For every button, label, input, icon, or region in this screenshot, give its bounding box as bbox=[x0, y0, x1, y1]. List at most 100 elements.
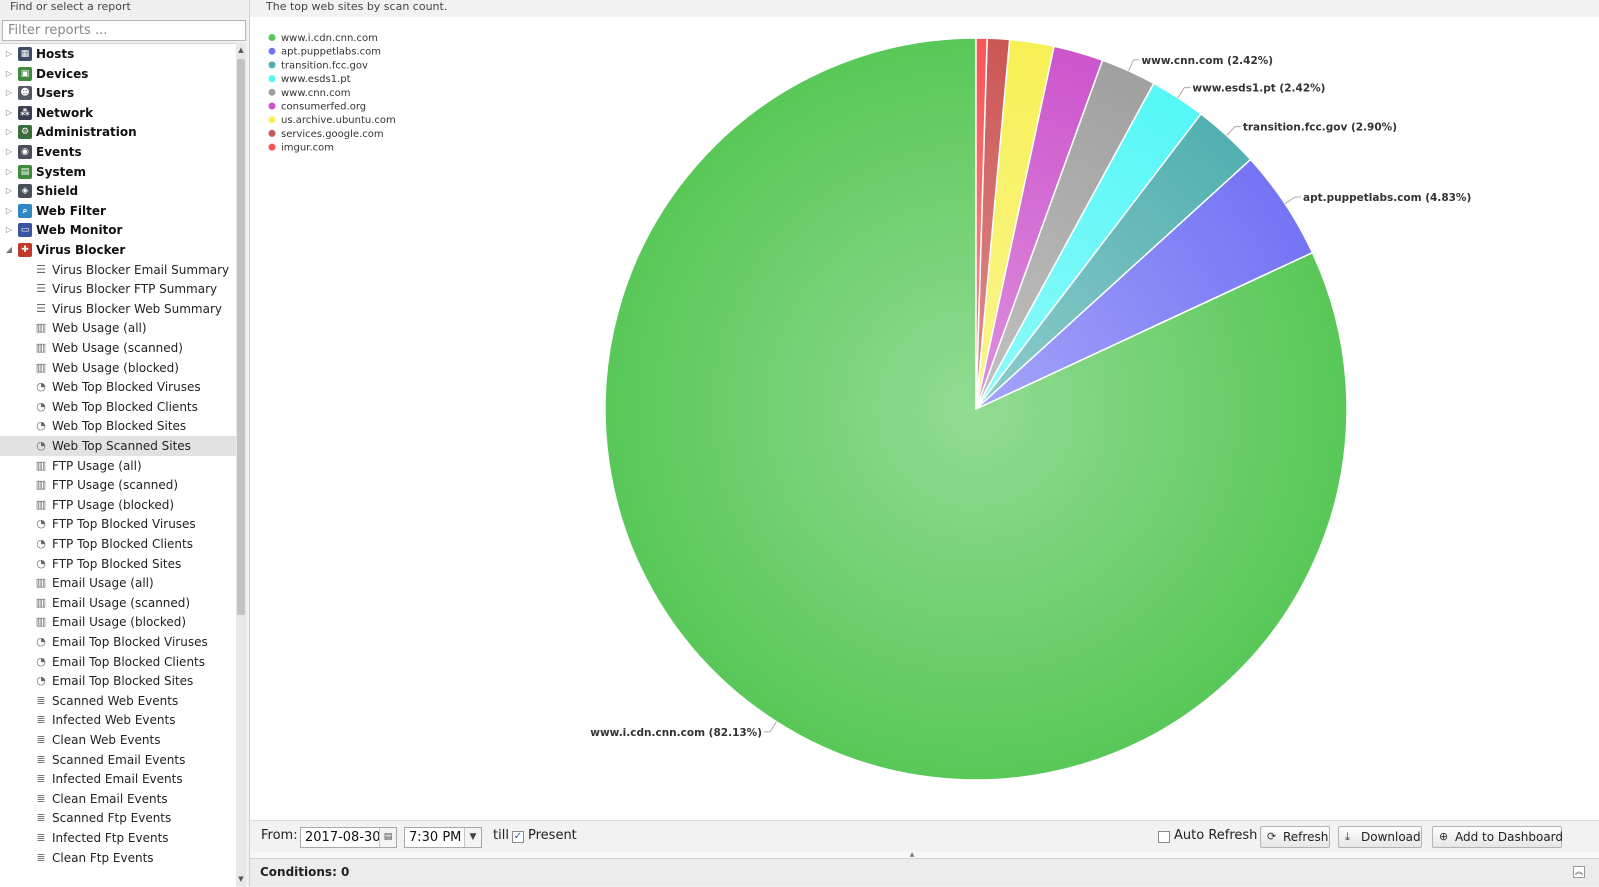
tree-report-item[interactable]: ☰ Virus Blocker Web Summary bbox=[0, 299, 236, 319]
tree-report-item[interactable]: ≣ Infected Web Events bbox=[0, 710, 236, 730]
collapsed-arrow-icon[interactable]: ▷ bbox=[5, 49, 13, 58]
pie-label-connector bbox=[1177, 87, 1191, 98]
legend-item-label[interactable]: www.i.cdn.cnn.com bbox=[281, 33, 378, 44]
tree-report-item[interactable]: ≣ Infected Ftp Events bbox=[0, 828, 236, 848]
tree-category-virus-blocker[interactable]: ◢ ✚ Virus Blocker bbox=[0, 240, 236, 260]
tree-scrollbar[interactable]: ▲ ▼ bbox=[236, 43, 246, 886]
tree-report-item[interactable]: ≣ Scanned Email Events bbox=[0, 750, 236, 770]
auto-refresh-checkbox[interactable] bbox=[1158, 831, 1170, 843]
tree-report-label: Infected Ftp Events bbox=[52, 831, 169, 845]
events-report-icon: ≣ bbox=[36, 850, 46, 864]
tree-report-item[interactable]: ◔ Web Top Blocked Viruses bbox=[0, 377, 236, 397]
tree-report-item[interactable]: ▥ Web Usage (scanned) bbox=[0, 338, 236, 358]
legend-item-label[interactable]: consumerfed.org bbox=[281, 102, 366, 113]
tree-category-label: Events bbox=[36, 145, 82, 159]
legend-color-dot bbox=[268, 143, 276, 151]
pie-report-icon: ◔ bbox=[36, 419, 46, 433]
collapsed-arrow-icon[interactable]: ▷ bbox=[5, 68, 13, 78]
tree-report-item[interactable]: ≣ Clean Email Events bbox=[0, 789, 236, 809]
scroll-down-arrow-icon[interactable]: ▼ bbox=[238, 875, 244, 883]
from-time-select[interactable]: 7:30 PM ▼ bbox=[404, 827, 482, 848]
collapsed-arrow-icon[interactable]: ▷ bbox=[5, 166, 13, 176]
legend-color-dot bbox=[268, 34, 276, 41]
expand-conditions-icon[interactable]: ︽ bbox=[1573, 866, 1585, 878]
collapsed-arrow-icon[interactable]: ▷ bbox=[5, 127, 13, 137]
pie-labels: www.i.cdn.cnn.com (82.13%) apt.puppetlabs… bbox=[590, 55, 1471, 739]
tree-report-item[interactable]: ◔ Web Top Blocked Sites bbox=[0, 416, 236, 436]
collapsed-arrow-icon[interactable]: ▷ bbox=[5, 205, 13, 215]
report-main-panel: The top web sites by scan count. www.i.c… bbox=[250, 0, 1599, 886]
tree-category-users[interactable]: ▷ ☻ Users bbox=[0, 83, 236, 103]
download-button[interactable]: ⤓ Download bbox=[1338, 826, 1422, 848]
tree-report-item[interactable]: ≣ Scanned Web Events bbox=[0, 691, 236, 711]
filter-reports-input[interactable] bbox=[2, 20, 246, 41]
splitter-grip-icon[interactable]: ▲ bbox=[909, 851, 915, 858]
legend-item-label[interactable]: apt.puppetlabs.com bbox=[281, 47, 381, 58]
add-to-dashboard-button[interactable]: ⊕ Add to Dashboard bbox=[1432, 826, 1563, 848]
tree-report-item[interactable]: ◔ FTP Top Blocked Clients bbox=[0, 534, 236, 554]
panel-splitter[interactable]: ▲ bbox=[250, 852, 1599, 858]
tree-category-events[interactable]: ▷ ◉ Events bbox=[0, 142, 236, 162]
tree-report-item[interactable]: ▥ FTP Usage (blocked) bbox=[0, 495, 236, 515]
tree-report-label: Email Usage (blocked) bbox=[52, 615, 187, 630]
tree-category-network[interactable]: ▷ ⁂ Network bbox=[0, 103, 236, 123]
expanded-arrow-icon[interactable]: ◢ bbox=[5, 245, 13, 254]
tree-report-item[interactable]: ▥ Web Usage (blocked) bbox=[0, 358, 236, 378]
from-label: From: bbox=[261, 828, 298, 843]
tree-category-administration[interactable]: ▷ ⚙ Administration bbox=[0, 122, 236, 142]
tree-category-system[interactable]: ▷ ▤ System bbox=[0, 162, 236, 182]
calendar-icon[interactable]: ▤ bbox=[379, 828, 396, 847]
tree-category-web-filter[interactable]: ▷ ⌕ Web Filter bbox=[0, 201, 236, 221]
tree-report-label: Web Usage (scanned) bbox=[52, 341, 183, 355]
legend-item-label[interactable]: imgur.com bbox=[281, 143, 334, 154]
tree-category-web-monitor[interactable]: ▷ ▭ Web Monitor bbox=[0, 220, 236, 240]
tree-report-item[interactable]: ◔ Web Top Scanned Sites bbox=[0, 436, 236, 456]
legend-item-label[interactable]: transition.fcc.gov bbox=[281, 60, 368, 71]
legend-item-label[interactable]: us.archive.ubuntu.com bbox=[281, 115, 396, 126]
scrollbar-thumb[interactable] bbox=[237, 59, 245, 615]
virus-blocker-icon: ✚ bbox=[18, 243, 32, 257]
from-date-field[interactable]: 2017-08-30 ▤ bbox=[300, 827, 397, 848]
tree-report-item[interactable]: ▥ Email Usage (all) bbox=[0, 573, 236, 593]
tree-report-label: Clean Ftp Events bbox=[52, 850, 154, 865]
tree-report-item[interactable]: ≣ Scanned Ftp Events bbox=[0, 808, 236, 828]
tree-report-item[interactable]: ◔ FTP Top Blocked Viruses bbox=[0, 514, 236, 534]
legend-item-label[interactable]: www.esds1.pt bbox=[281, 74, 351, 85]
tree-report-item[interactable]: ◔ Web Top Blocked Clients bbox=[0, 397, 236, 417]
events-report-icon: ≣ bbox=[36, 693, 46, 707]
checkmark-icon: ✓ bbox=[513, 831, 523, 842]
tree-report-item[interactable]: ▥ Email Usage (blocked) bbox=[0, 612, 236, 632]
tree-report-item[interactable]: ▥ FTP Usage (scanned) bbox=[0, 475, 236, 495]
tree-category-hosts[interactable]: ▷ ▦ Hosts bbox=[0, 44, 236, 64]
tree-report-item[interactable]: ◔ Email Top Blocked Viruses bbox=[0, 632, 236, 652]
tree-report-item[interactable]: ≣ Clean Ftp Events bbox=[0, 848, 236, 868]
shield-icon: ◈ bbox=[18, 184, 32, 199]
tree-report-item[interactable]: ≣ Clean Web Events bbox=[0, 730, 236, 750]
legend-item-label[interactable]: www.cnn.com bbox=[281, 88, 351, 99]
present-checkbox[interactable]: ✓ bbox=[512, 831, 524, 843]
tree-report-item[interactable]: ◔ Email Top Blocked Sites bbox=[0, 671, 236, 691]
tree-category-label: Hosts bbox=[36, 47, 75, 61]
tree-report-item[interactable]: ◔ FTP Top Blocked Sites bbox=[0, 554, 236, 574]
chevron-down-icon[interactable]: ▼ bbox=[464, 828, 481, 847]
tree-report-item[interactable]: ▥ Web Usage (all) bbox=[0, 318, 236, 338]
refresh-button[interactable]: ⟳ Refresh bbox=[1260, 826, 1330, 848]
tree-category-shield[interactable]: ▷ ◈ Shield bbox=[0, 181, 236, 201]
tree-report-item[interactable]: ☰ Virus Blocker Email Summary bbox=[0, 260, 236, 280]
tree-report-item[interactable]: ▥ Email Usage (scanned) bbox=[0, 593, 236, 613]
collapsed-arrow-icon[interactable]: ▷ bbox=[5, 186, 13, 196]
legend-color-dot bbox=[268, 102, 276, 110]
events-report-icon: ≣ bbox=[36, 791, 46, 805]
tree-category-devices[interactable]: ▷ ▣ Devices bbox=[0, 64, 236, 84]
collapsed-arrow-icon[interactable]: ▷ bbox=[5, 107, 13, 117]
tree-report-item[interactable]: ≣ Infected Email Events bbox=[0, 769, 236, 789]
tree-report-item[interactable]: ▥ FTP Usage (all) bbox=[0, 456, 236, 476]
collapsed-arrow-icon[interactable]: ▷ bbox=[5, 225, 13, 235]
tree-report-item[interactable]: ◔ Email Top Blocked Clients bbox=[0, 652, 236, 672]
scroll-up-arrow-icon[interactable]: ▲ bbox=[238, 46, 244, 54]
collapsed-arrow-icon[interactable]: ▷ bbox=[5, 147, 13, 156]
tree-report-item[interactable]: ☰ Virus Blocker FTP Summary bbox=[0, 279, 236, 299]
legend-item-label[interactable]: services.google.com bbox=[281, 129, 384, 140]
collapsed-arrow-icon[interactable]: ▷ bbox=[5, 88, 13, 98]
tree-category-label: System bbox=[36, 164, 86, 179]
